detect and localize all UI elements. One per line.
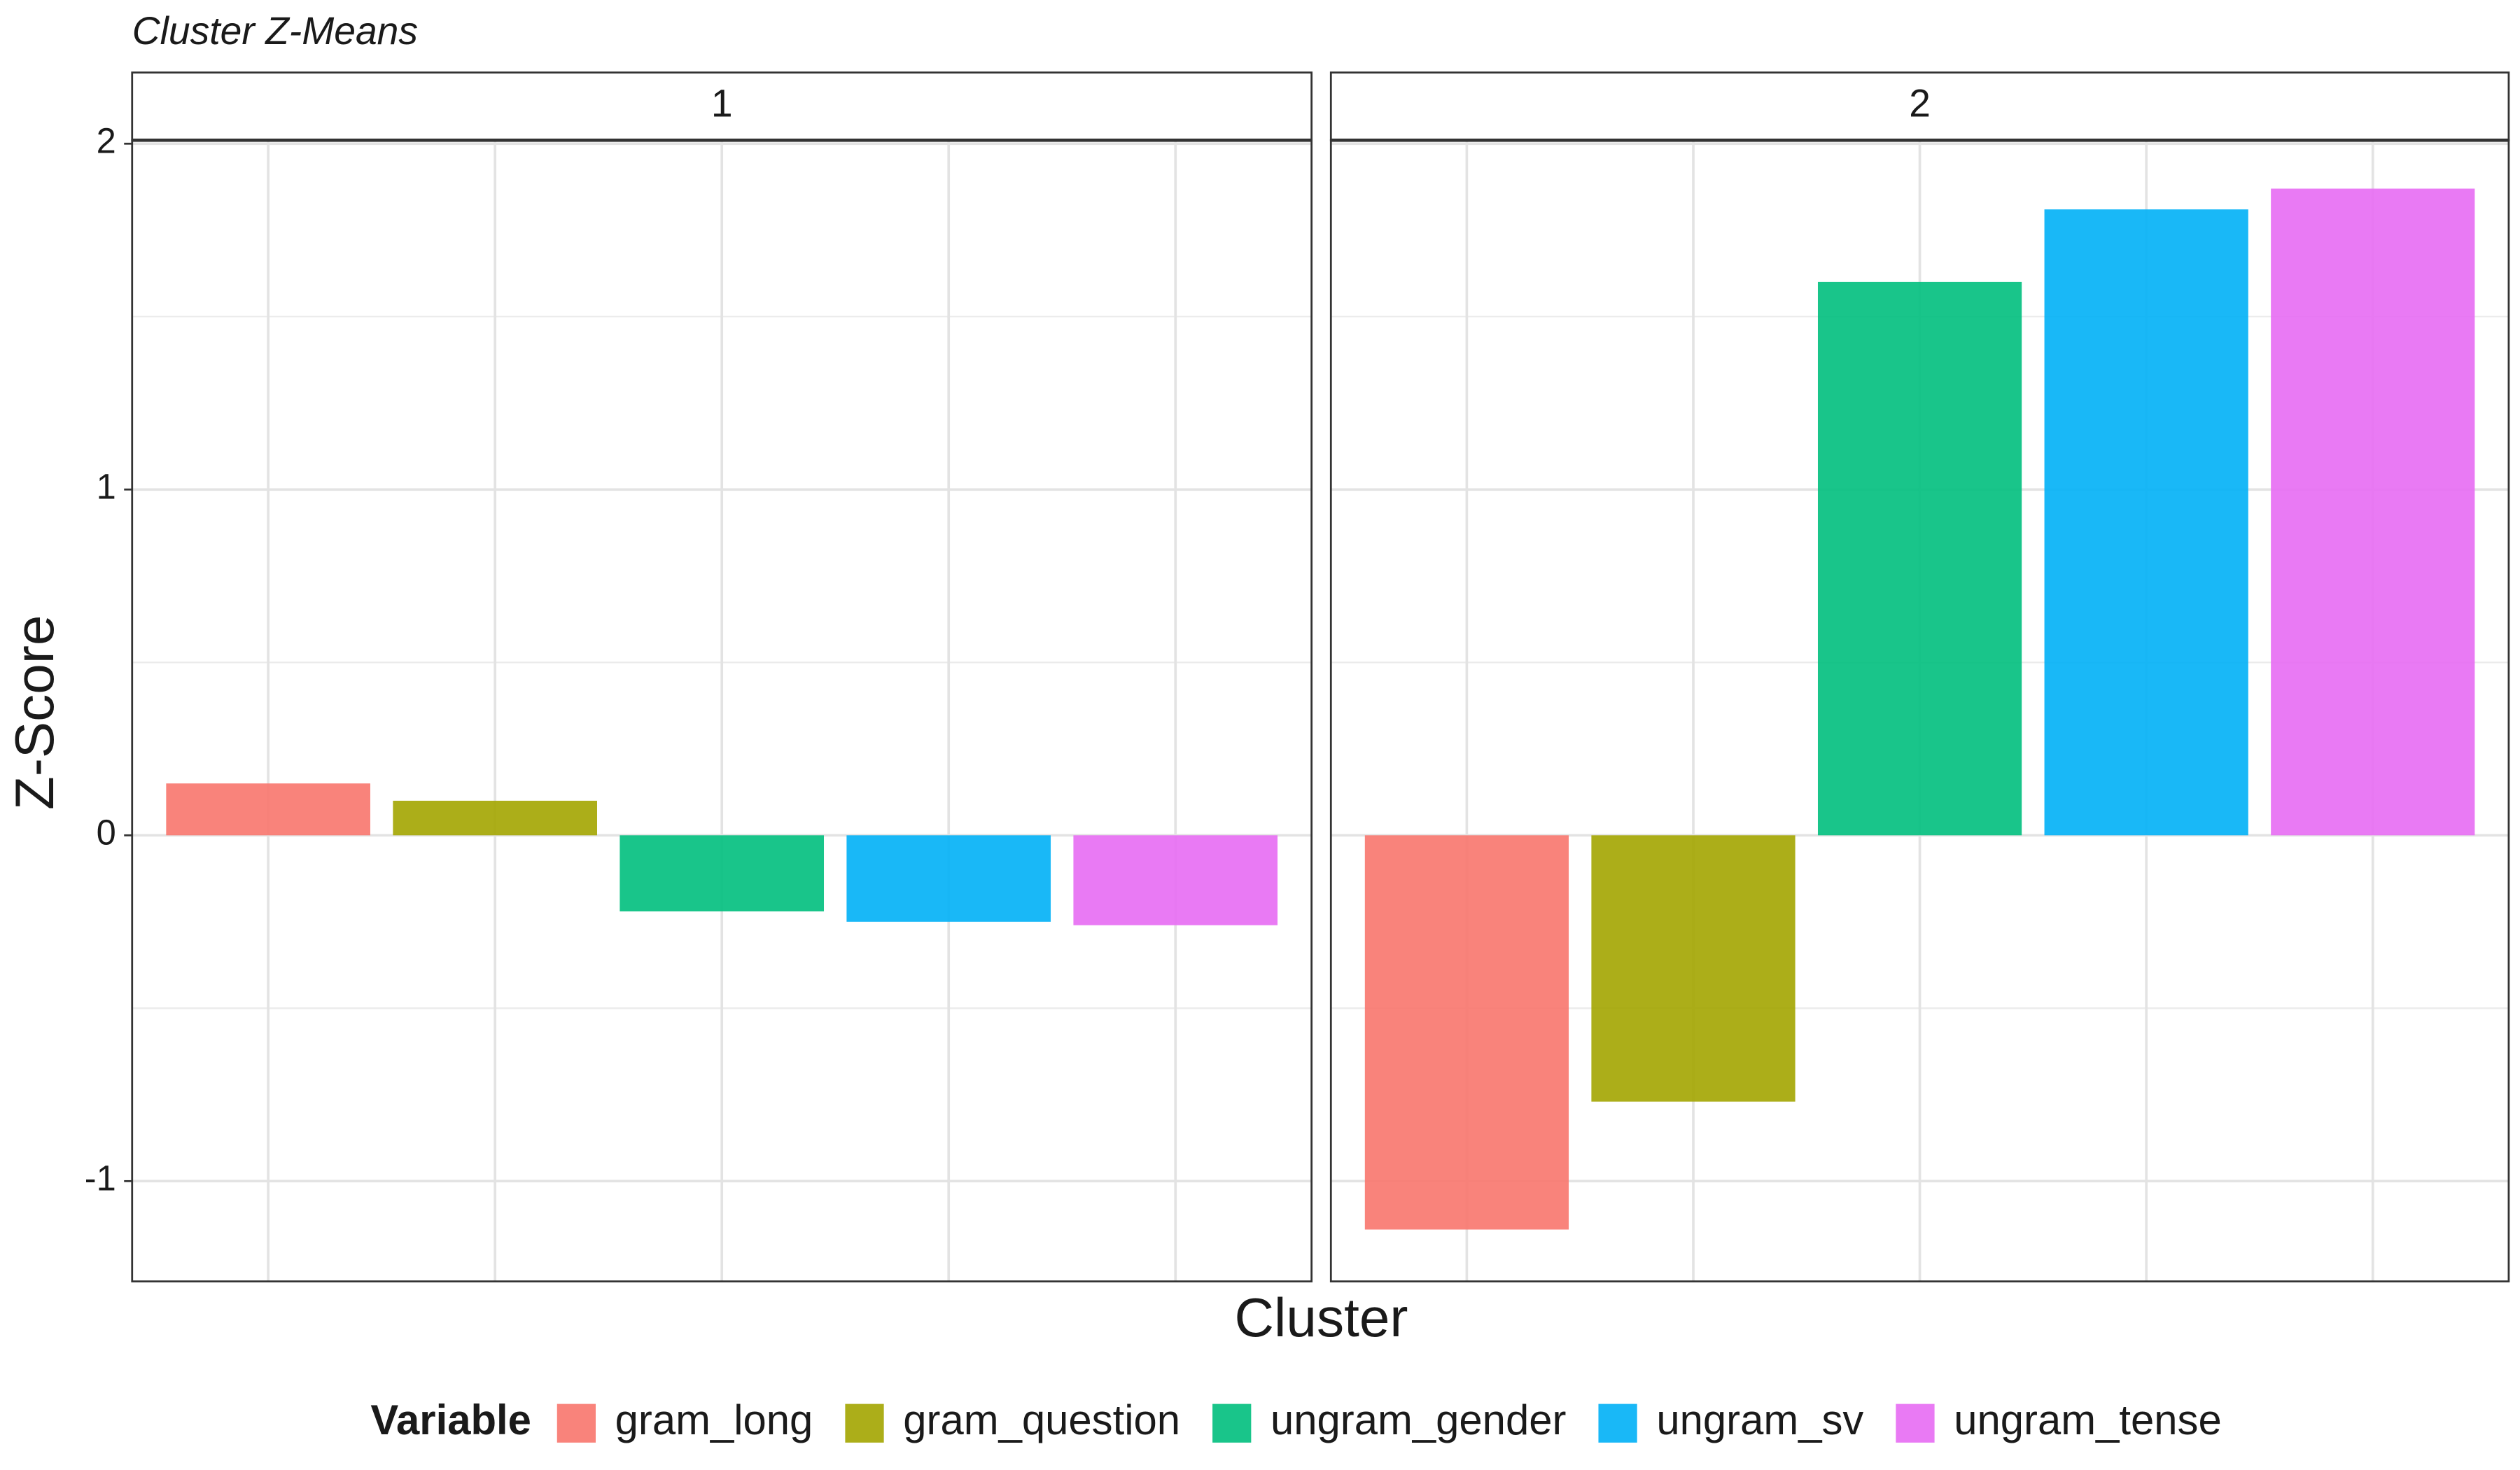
bar	[2044, 209, 2248, 836]
bar	[1073, 835, 1278, 925]
legend-label: ungram_gender	[1270, 1396, 1566, 1443]
facet-strip	[1329, 71, 2510, 141]
bar	[393, 800, 597, 836]
bar	[2271, 188, 2475, 836]
legend-key	[1598, 1404, 1637, 1443]
legend-label: gram_question	[903, 1396, 1180, 1443]
facet-label: 1	[711, 82, 733, 125]
y-tick-label: 2	[97, 121, 116, 161]
legend-key	[556, 1404, 596, 1443]
chart-title: Cluster Z-Means	[132, 9, 418, 52]
legend-key	[1212, 1404, 1252, 1443]
bar	[1364, 835, 1569, 1230]
y-tick-label: -1	[85, 1158, 116, 1198]
y-axis-title: Z-Score	[4, 615, 65, 810]
bar	[846, 835, 1051, 922]
x-axis-title: Cluster	[1235, 1287, 1408, 1348]
legend-key	[845, 1404, 884, 1443]
legend-label: ungram_tense	[1954, 1396, 2222, 1443]
bar	[166, 783, 370, 836]
bar	[620, 835, 825, 911]
bar	[1817, 281, 2022, 836]
bar	[1591, 835, 1795, 1102]
y-tick-label: 1	[97, 467, 116, 507]
legend-title: Variable	[370, 1396, 531, 1443]
facet-label: 2	[1909, 82, 1931, 125]
legend-label: gram_long	[615, 1396, 813, 1443]
legend-label: ungram_sv	[1656, 1396, 1863, 1443]
y-tick-label: 0	[97, 813, 116, 853]
legend-key	[1896, 1404, 1935, 1443]
